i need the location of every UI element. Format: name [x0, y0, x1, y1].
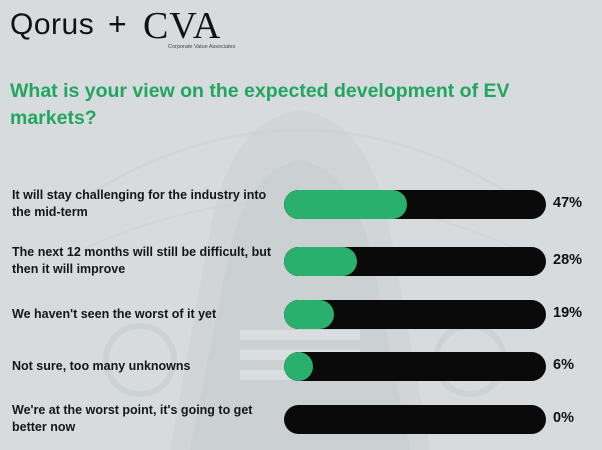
brand-logo: Qorus + CVA Corporate Value Associates	[10, 5, 310, 54]
bar-value-label-5: 0%	[553, 410, 574, 426]
bar-label-4: Not sure, too many unknowns	[12, 358, 191, 373]
bar-label-5: We're at the worst point, it's going to …	[12, 403, 253, 434]
brand-cva-subtitle: Corporate Value Associates	[168, 44, 236, 50]
bar-value-label-1: 47%	[553, 195, 583, 211]
bar-value-label-4: 6%	[553, 357, 574, 373]
brand-cva: CVA	[143, 5, 222, 47]
bar-track-2	[284, 246, 546, 276]
bar-label-2: The next 12 months will still be difficu…	[12, 245, 272, 276]
chart-title: What is your view on the expected develo…	[10, 80, 510, 129]
brand-qorus: Qorus	[10, 8, 95, 41]
bar-fill-2	[284, 246, 358, 276]
bar-fill-3	[284, 299, 334, 329]
brand-plus: +	[108, 6, 127, 42]
bar-track-1	[284, 189, 546, 219]
bar-label-3: We haven't seen the worst of it yet	[12, 306, 217, 321]
bar-track-5	[284, 404, 546, 434]
bar-fill-4	[284, 351, 313, 381]
bar-track-4	[284, 351, 546, 381]
bar-value-label-3: 19%	[553, 305, 583, 321]
bar-fill-1	[284, 189, 408, 219]
bar-label-1: It will stay challenging for the industr…	[12, 188, 267, 219]
bar-value-label-2: 28%	[553, 252, 583, 268]
bar-track-3	[284, 299, 546, 329]
